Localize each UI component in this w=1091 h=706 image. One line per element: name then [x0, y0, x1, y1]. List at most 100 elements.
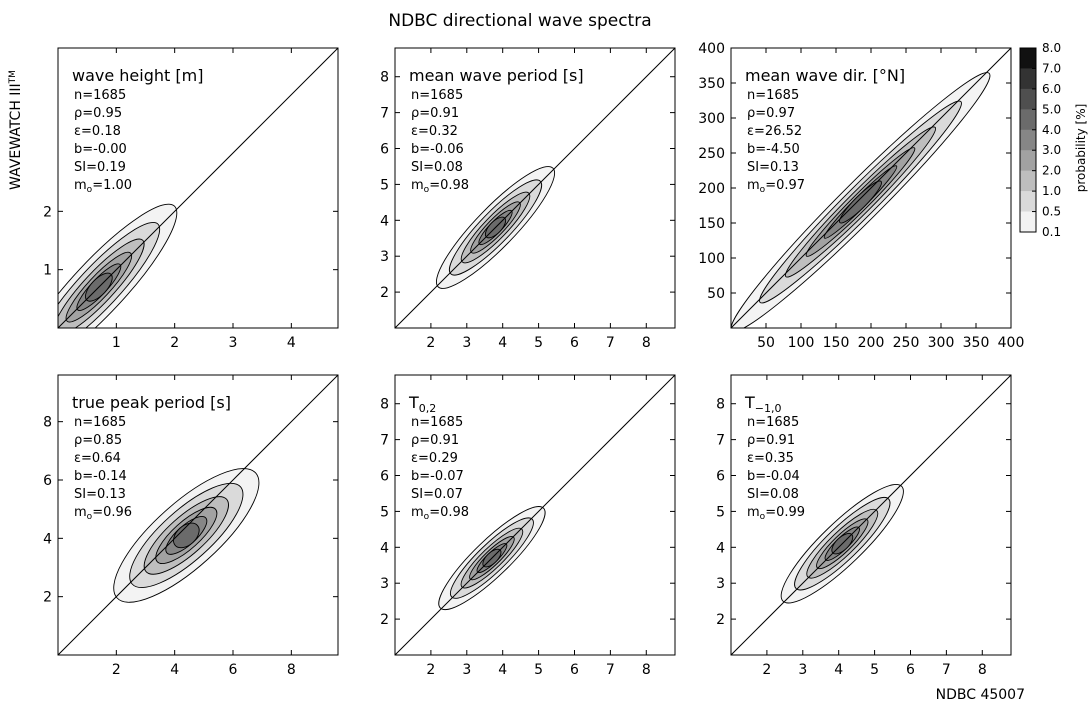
stat-line: SI=0.08 [747, 487, 799, 502]
stat-line: n=1685 [411, 88, 463, 103]
stat-line-mo: mo=0.99 [747, 505, 805, 522]
x-tick-label: 300 [928, 335, 955, 351]
panel-3: 50 100 150 200 250 300 350 400 50 100 150 200 250 300… [698, 41, 1024, 351]
x-tick-label: 8 [642, 662, 651, 678]
stat-line: ρ=0.95 [74, 106, 122, 121]
colorbar: 8.0 7.0 6.0 5.0 4.0 3.0 2.0 1.0 0.5 0.1 [1019, 41, 1061, 239]
x-tick-label: 2 [426, 662, 435, 678]
colorbar-segment [1020, 129, 1036, 151]
colorbar-segment [1020, 170, 1036, 192]
colorbar-tick-label: 0.5 [1042, 205, 1061, 219]
y-tick-label: 4 [380, 213, 389, 229]
y-tick-label: 4 [43, 531, 52, 547]
axes-frame [57, 47, 339, 329]
x-tick-label: 3 [462, 662, 471, 678]
stat-line-mo: mo=0.98 [411, 178, 469, 195]
panel-title-main: true peak period [s] [72, 393, 231, 412]
mo-value: =1.00 [92, 178, 132, 193]
axes-frame [394, 374, 676, 656]
x-tick-label: 6 [229, 662, 238, 678]
mo-sub: o [760, 185, 766, 195]
colorbar-segment [1020, 191, 1036, 212]
x-tick-label: 8 [978, 662, 987, 678]
y-tick-label: 2 [43, 590, 52, 606]
colorbar-segment [1020, 88, 1036, 110]
x-tick-label: 400 [998, 335, 1025, 351]
y-tick-label: 5 [380, 177, 389, 193]
y-tick-label: 8 [43, 415, 52, 431]
x-tick-label: 350 [963, 335, 990, 351]
mo-label: m [747, 178, 760, 193]
mo-sub: o [87, 185, 93, 195]
mo-value: =0.98 [429, 178, 469, 193]
stat-line: ρ=0.91 [411, 433, 459, 448]
mo-label: m [74, 505, 87, 520]
stat-line: n=1685 [74, 88, 126, 103]
stat-line: n=1685 [74, 415, 126, 430]
panel-6: 2 3 4 5 6 7 8 2 3 4 5 6 7 8 T−1,0n=1685 ρ=0.91 ε=0.35 b=-… [716, 374, 1012, 678]
stat-line: b=-0.04 [747, 469, 800, 484]
colorbar-tick-label: 0.1 [1042, 225, 1061, 239]
figure-xlabel: NDBC 45007 [936, 687, 1025, 703]
x-tick-label: 3 [798, 662, 807, 678]
figure-title: NDBC directional wave spectra [388, 11, 651, 31]
y-tick-label: 3 [380, 576, 389, 592]
x-tick-label: 250 [893, 335, 920, 351]
x-tick-label: 4 [287, 335, 296, 351]
one-to-one-line [58, 48, 338, 328]
stat-line: ε=0.35 [747, 451, 794, 466]
x-tick-label: 150 [823, 335, 850, 351]
y-tick-label: 7 [380, 106, 389, 122]
x-tick-label: 6 [570, 335, 579, 351]
y-tick-label: 3 [716, 576, 725, 592]
x-tick-label: 6 [570, 662, 579, 678]
stat-line: SI=0.13 [747, 160, 799, 175]
panel-title: wave height [m] [72, 66, 203, 85]
y-tick-label: 300 [698, 111, 725, 127]
y-tick-label: 400 [698, 41, 725, 57]
x-tick-label: 5 [534, 662, 543, 678]
stat-line: b=-0.07 [411, 469, 464, 484]
stat-line: SI=0.13 [74, 487, 126, 502]
mo-value: =0.97 [765, 178, 805, 193]
axes-frame [730, 374, 1012, 656]
panel-title-main: mean wave period [s] [409, 66, 584, 85]
stat-line: ε=0.29 [411, 451, 458, 466]
one-to-one-line [395, 375, 675, 655]
y-tick-label: 2 [43, 204, 52, 220]
colorbar-label: probability [%] [1074, 104, 1088, 193]
stat-line: ε=26.52 [747, 124, 802, 139]
colorbar-tick-label: 1.0 [1042, 184, 1061, 198]
stat-line: SI=0.08 [411, 160, 463, 175]
panel-1: 1 2 3 4 1 2 wave height [m] n=1685 ρ=0.95 ε=0.18 b… [43, 47, 339, 351]
panel-title-main: wave height [m] [72, 66, 203, 85]
y-tick-label: 8 [716, 397, 725, 413]
y-tick-label: 8 [380, 397, 389, 413]
colorbar-segment [1020, 48, 1036, 69]
panel-title-main: mean wave dir. [°N] [745, 66, 905, 85]
stat-line-mo: mo=0.98 [411, 505, 469, 522]
y-tick-label: 6 [716, 469, 725, 485]
colorbar-tick-label: 3.0 [1042, 143, 1061, 157]
x-tick-label: 2 [170, 335, 179, 351]
y-tick-label: 1 [43, 263, 52, 279]
stat-line: ρ=0.91 [411, 106, 459, 121]
stat-line: b=-4.50 [747, 142, 800, 157]
mo-sub: o [424, 185, 430, 195]
figure-ylabel-group: WAVEWATCH IIITM [8, 70, 24, 190]
colorbar-tick-label: 5.0 [1042, 102, 1061, 116]
panel-title-sub: −1,0 [755, 402, 782, 415]
panel-title-main: T [744, 393, 755, 412]
y-tick-label: 4 [380, 540, 389, 556]
x-tick-label: 7 [606, 335, 615, 351]
x-tick-label: 5 [534, 335, 543, 351]
colorbar-tick-label: 2.0 [1042, 164, 1061, 178]
x-tick-label: 4 [170, 662, 179, 678]
mo-sub: o [760, 512, 766, 522]
colorbar-segment [1020, 68, 1036, 90]
panels: 1 2 3 4 1 2 wave height [m] n=1685 ρ=0.95 ε=0.18 b… [43, 41, 1024, 678]
x-tick-label: 4 [498, 662, 507, 678]
y-tick-label: 250 [698, 146, 725, 162]
contour-level [173, 522, 200, 549]
x-tick-label: 7 [606, 662, 615, 678]
